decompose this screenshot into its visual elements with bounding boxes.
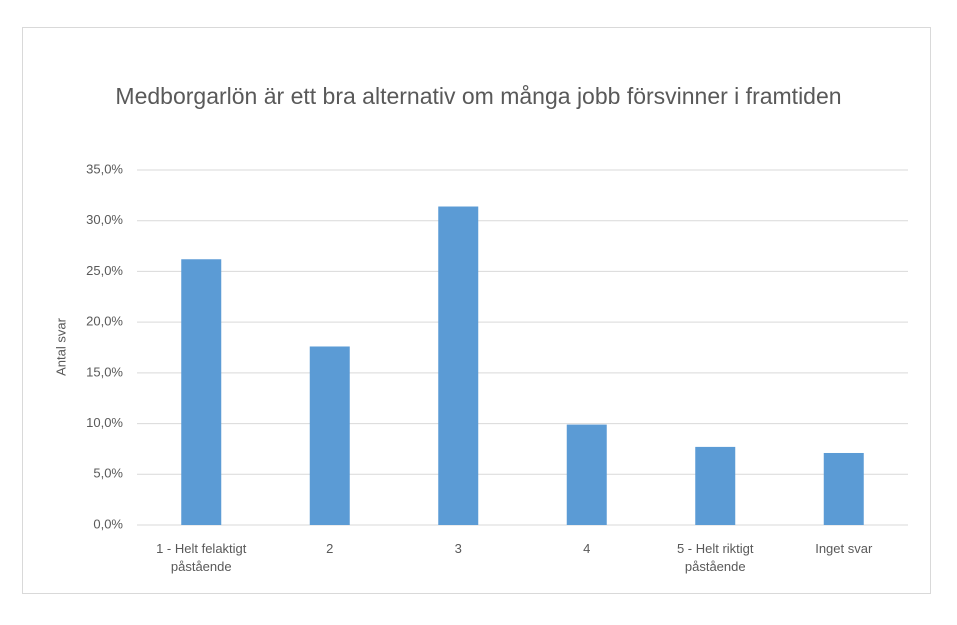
x-tick-label: Inget svar	[815, 541, 873, 556]
x-tick-label: 2	[326, 541, 334, 556]
bar	[181, 259, 222, 525]
x-tick-label: 4	[583, 541, 591, 556]
bar	[695, 446, 736, 525]
bar	[438, 206, 479, 525]
y-tick-label: 20,0%	[86, 314, 123, 329]
y-tick-label: 0,0%	[93, 516, 123, 531]
y-axis-title: Antal svar	[53, 317, 68, 375]
x-tick-label: 3	[454, 541, 462, 556]
chart-title: Medborgarlön är ett bra alternativ om må…	[115, 83, 842, 109]
y-tick-label: 15,0%	[86, 364, 123, 379]
bar	[566, 424, 607, 525]
bar	[309, 346, 350, 525]
y-tick-label: 30,0%	[86, 212, 123, 227]
y-tick-label: 35,0%	[86, 161, 123, 176]
x-tick-label: 5 - Helt riktigt påstående	[676, 541, 754, 574]
x-tick-label: 1 - Helt felaktigt påstående	[156, 541, 247, 574]
y-tick-label: 10,0%	[86, 415, 123, 430]
y-tick-label: 5,0%	[93, 466, 123, 481]
bar	[823, 452, 864, 525]
y-tick-label: 25,0%	[86, 263, 123, 278]
